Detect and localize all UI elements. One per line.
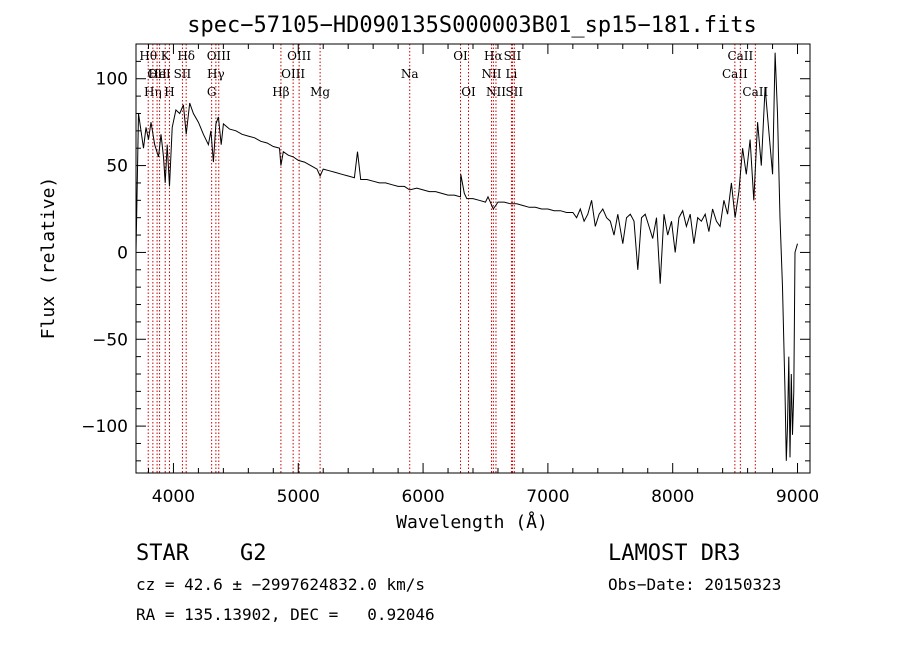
line-marker-label-6: SII: [174, 67, 192, 81]
line-marker-label-17: OI: [461, 85, 476, 99]
line-marker-label-1: Hη: [144, 85, 162, 99]
line-marker-label-16: OI: [453, 49, 468, 63]
y-tick-label-3: −50: [92, 330, 128, 350]
line-marker-label-2: OII: [147, 67, 167, 81]
x-axis-label: Wavelength (Å): [396, 511, 548, 533]
spectral-line-markers: HθHηOIIHeIKHSIIHδGHγOIIIHβOIIIOIIIMgNaOI…: [139, 44, 768, 473]
y-tick-label-1: 50: [106, 157, 128, 177]
y-tick-label-0: 100: [96, 70, 128, 90]
line-marker-label-21: Li: [506, 67, 518, 81]
axes: 4000 5000 6000 7000 8000 9000 100 50 0 −50 −100: [81, 44, 819, 507]
spectrum-plot: [135, 52, 798, 461]
line-marker-label-9: Hγ: [207, 67, 225, 81]
line-marker-label-19: Hα: [484, 49, 503, 63]
line-marker-label-12: OIII: [281, 67, 305, 81]
line-marker-label-4: K: [161, 49, 171, 63]
line-marker-label-3: HeI: [148, 67, 171, 81]
line-marker-label-5: H: [164, 85, 174, 99]
line-marker-label-18: NII: [481, 67, 501, 81]
coordinates-readout: RA = 135.13902, DEC = 0.92046: [136, 605, 435, 624]
spectrum-line: [135, 52, 798, 461]
object-subclass: G2: [240, 541, 267, 566]
x-tick-label-0: 4000: [152, 487, 195, 507]
line-marker-label-8: G: [207, 85, 217, 99]
line-marker-label-10: OIII: [207, 49, 231, 63]
object-class: STAR: [136, 541, 189, 566]
chart-title: spec−57105−HD090135S000003B01_sp15−181.f…: [187, 13, 757, 38]
line-marker-label-11: Hβ: [272, 85, 289, 99]
line-marker-label-23: SII: [505, 85, 523, 99]
y-axis-label: Flux (relative): [38, 177, 59, 340]
y-tick-label-2: 0: [117, 243, 128, 263]
y-tick-label-4: −100: [81, 417, 128, 437]
observation-date: Obs−Date: 20150323: [608, 575, 782, 594]
x-tick-label-3: 7000: [526, 487, 569, 507]
x-tick-label-2: 6000: [401, 487, 444, 507]
line-marker-label-13: OIII: [287, 49, 311, 63]
x-tick-label-4: 8000: [651, 487, 694, 507]
x-tick-label-5: 9000: [776, 487, 819, 507]
line-marker-label-7: Hδ: [177, 49, 195, 63]
x-tick-label-1: 5000: [277, 487, 320, 507]
line-marker-label-15: Na: [401, 67, 419, 81]
line-marker-label-0: Hθ: [139, 49, 157, 63]
survey-name: LAMOST DR3: [608, 541, 741, 566]
line-marker-label-24: CaII: [722, 67, 748, 81]
redshift-readout: cz = 42.6 ± −2997624832.0 km/s: [136, 575, 425, 594]
line-marker-label-26: CaII: [742, 85, 768, 99]
line-marker-label-25: CaII: [727, 49, 753, 63]
line-marker-label-14: Mg: [310, 85, 330, 99]
line-marker-label-20: NII: [486, 85, 506, 99]
line-marker-label-22: SII: [504, 49, 522, 63]
plot-frame: [135, 43, 811, 474]
